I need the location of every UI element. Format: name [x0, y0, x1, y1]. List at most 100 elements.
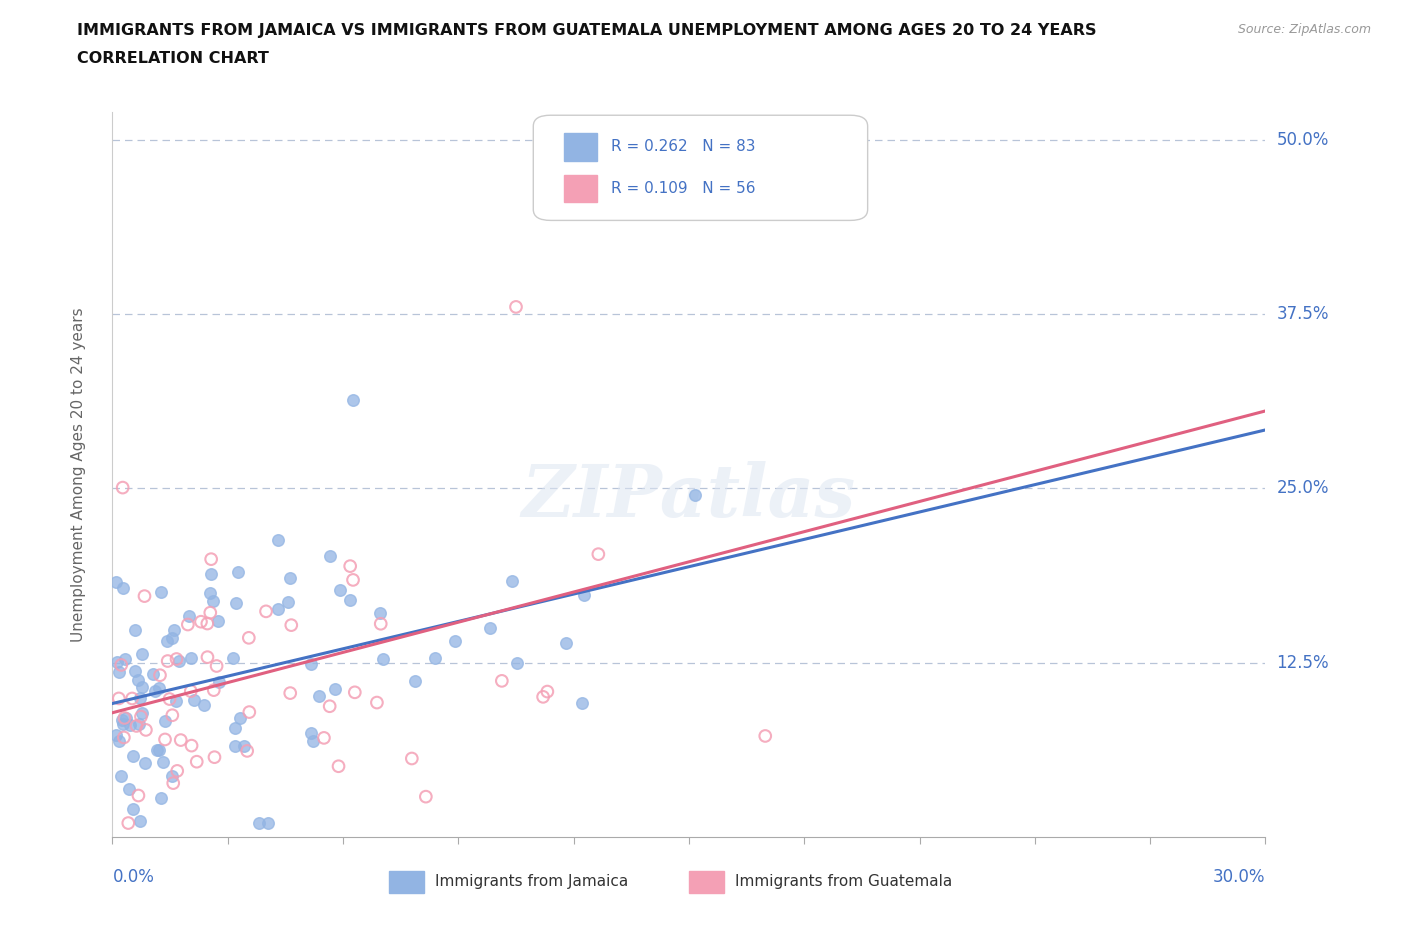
Text: 25.0%: 25.0%	[1277, 479, 1329, 498]
Point	[114, 651, 136, 666]
Point	[118, 718, 141, 733]
Point	[153, 732, 176, 747]
Point	[105, 655, 128, 670]
Point	[186, 754, 208, 769]
Point	[129, 710, 152, 724]
Point	[278, 571, 301, 586]
Point	[401, 751, 423, 766]
Point	[129, 814, 152, 829]
Point	[207, 614, 229, 629]
Point	[224, 721, 246, 736]
Point	[232, 738, 254, 753]
Point	[685, 488, 707, 503]
Point	[329, 582, 352, 597]
Point	[226, 565, 249, 579]
Point	[183, 693, 205, 708]
Point	[166, 652, 188, 667]
Point	[342, 573, 364, 588]
Point	[204, 750, 226, 764]
Point	[201, 593, 224, 608]
Point	[162, 708, 184, 723]
Point	[229, 711, 252, 725]
Point	[247, 816, 270, 830]
Point	[108, 691, 131, 706]
Point	[127, 788, 149, 803]
Point	[208, 674, 231, 689]
Point	[160, 631, 183, 645]
Point	[124, 622, 146, 637]
Point	[225, 595, 247, 610]
Point	[266, 532, 288, 547]
Point	[205, 658, 228, 673]
Point	[155, 633, 177, 648]
Point	[531, 689, 554, 704]
Point	[180, 738, 202, 753]
Point	[536, 684, 558, 699]
Point	[505, 299, 527, 314]
Point	[160, 768, 183, 783]
Point	[754, 728, 776, 743]
Text: 37.5%: 37.5%	[1277, 305, 1329, 323]
Point	[195, 616, 218, 631]
Point	[105, 575, 128, 590]
Point	[180, 684, 202, 698]
Bar	[564, 175, 596, 203]
Point	[167, 653, 190, 668]
Point	[131, 679, 153, 694]
Point	[222, 651, 245, 666]
Point	[308, 689, 330, 704]
Point	[319, 549, 342, 564]
Point	[193, 698, 215, 712]
Point	[198, 585, 221, 600]
Point	[491, 673, 513, 688]
Point	[267, 602, 290, 617]
Point	[339, 559, 361, 574]
Point	[202, 683, 225, 698]
Point	[302, 734, 325, 749]
Point	[170, 733, 193, 748]
Point	[117, 816, 139, 830]
Point	[301, 725, 323, 740]
Text: 0.0%: 0.0%	[112, 868, 155, 885]
Point	[122, 749, 145, 764]
Bar	[389, 871, 423, 893]
Point	[111, 580, 134, 595]
Point	[146, 742, 169, 757]
Point	[121, 691, 143, 706]
Point	[200, 566, 222, 581]
Point	[200, 605, 222, 620]
Point	[163, 623, 186, 638]
Point	[200, 551, 222, 566]
Text: CORRELATION CHART: CORRELATION CHART	[77, 51, 269, 66]
Point	[135, 723, 157, 737]
Point	[238, 631, 260, 645]
Point	[148, 681, 170, 696]
Point	[150, 790, 173, 805]
Point	[125, 719, 148, 734]
Point	[149, 668, 172, 683]
Point	[110, 768, 132, 783]
Point	[142, 667, 165, 682]
Point	[323, 682, 346, 697]
Point	[425, 650, 447, 665]
Point	[506, 656, 529, 671]
Point	[501, 573, 523, 588]
Point	[370, 617, 392, 631]
Point	[280, 618, 302, 632]
Point	[254, 604, 277, 618]
Text: 50.0%: 50.0%	[1277, 130, 1329, 149]
Point	[588, 547, 610, 562]
Point	[277, 594, 299, 609]
Point	[156, 654, 179, 669]
Point	[572, 587, 595, 602]
Point	[278, 685, 301, 700]
Point	[177, 618, 200, 632]
Point	[108, 665, 131, 680]
Point	[114, 711, 136, 725]
Point	[155, 713, 177, 728]
Text: R = 0.262   N = 83: R = 0.262 N = 83	[610, 140, 755, 154]
Point	[343, 684, 366, 699]
Point	[118, 781, 141, 796]
Point	[134, 755, 156, 770]
Text: 30.0%: 30.0%	[1213, 868, 1265, 885]
